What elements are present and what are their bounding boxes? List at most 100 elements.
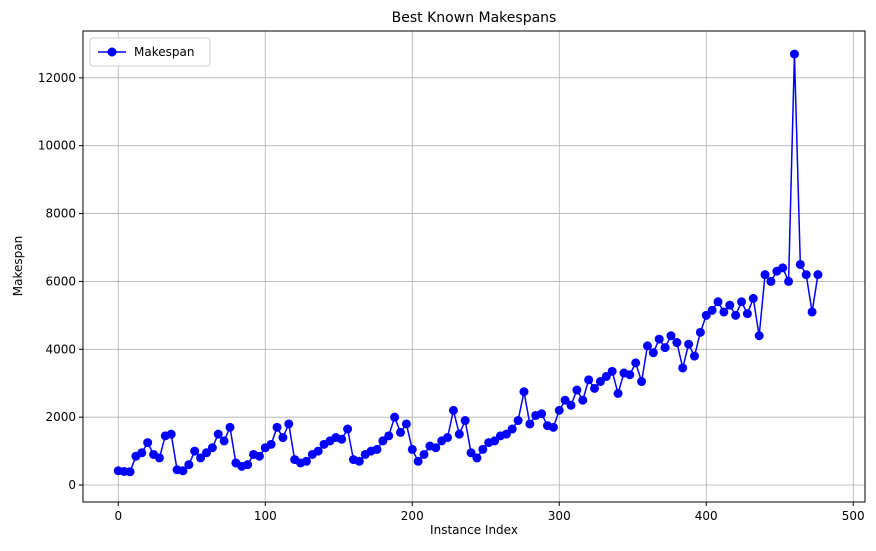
marker <box>766 276 776 286</box>
marker <box>654 334 664 344</box>
marker <box>266 439 276 449</box>
marker <box>419 449 429 459</box>
x-tick-label: 100 <box>254 509 277 523</box>
marker <box>689 351 699 361</box>
marker <box>742 309 752 319</box>
marker <box>125 467 135 477</box>
marker <box>725 300 735 310</box>
marker <box>337 434 347 444</box>
marker <box>607 366 617 376</box>
marker <box>525 419 535 429</box>
marker <box>407 444 417 454</box>
marker <box>707 305 717 315</box>
legend-marker <box>107 47 117 57</box>
marker <box>795 259 805 269</box>
marker <box>566 400 576 410</box>
marker <box>448 405 458 415</box>
marker <box>166 429 176 439</box>
marker <box>184 460 194 470</box>
marker <box>560 395 570 405</box>
marker <box>460 416 470 426</box>
marker <box>143 438 153 448</box>
marker <box>784 276 794 286</box>
marker <box>760 270 770 280</box>
y-tick-label: 6000 <box>45 274 76 288</box>
marker <box>537 409 547 419</box>
marker <box>466 448 476 458</box>
marker <box>443 433 453 443</box>
marker <box>190 446 200 456</box>
marker <box>572 385 582 395</box>
marker <box>501 429 511 439</box>
x-tick-label: 500 <box>842 509 865 523</box>
marker <box>601 371 611 381</box>
x-tick-label: 0 <box>114 509 122 523</box>
marker <box>278 433 288 443</box>
marker <box>401 419 411 429</box>
plot-frame <box>82 30 866 503</box>
line <box>118 54 819 473</box>
marker <box>154 453 164 463</box>
marker <box>254 451 264 461</box>
marker <box>196 453 206 463</box>
y-tick-label: 2000 <box>45 410 76 424</box>
marker <box>413 456 423 466</box>
marker <box>213 429 223 439</box>
marker <box>713 297 723 307</box>
marker <box>431 443 441 453</box>
x-tick-label: 300 <box>548 509 571 523</box>
marker <box>137 448 147 458</box>
marker <box>507 424 517 434</box>
marker <box>678 363 688 373</box>
marker <box>548 422 558 432</box>
marker <box>807 307 817 317</box>
marker <box>219 436 229 446</box>
marker <box>390 412 400 422</box>
marker <box>748 293 758 303</box>
marker <box>313 446 323 456</box>
marker <box>513 416 523 426</box>
marker <box>731 310 741 320</box>
marker <box>631 358 641 368</box>
legend-label: Makespan <box>134 45 194 59</box>
marker <box>613 388 623 398</box>
y-tick-label: 10000 <box>38 139 76 153</box>
marker <box>684 339 694 349</box>
marker <box>672 338 682 348</box>
marker <box>178 466 188 476</box>
x-axis-label: Instance Index <box>430 523 518 537</box>
marker <box>625 370 635 380</box>
marker <box>301 456 311 466</box>
marker <box>284 419 294 429</box>
y-tick-label: 4000 <box>45 342 76 356</box>
x-tick-label: 400 <box>695 509 718 523</box>
marker <box>666 331 676 341</box>
marker <box>637 377 647 387</box>
marker <box>207 443 217 453</box>
legend-box <box>89 37 211 67</box>
marker <box>648 348 658 358</box>
y-axis-label: Makespan <box>11 236 25 296</box>
marker <box>660 343 670 353</box>
marker <box>201 448 211 458</box>
marker <box>225 422 235 432</box>
marker <box>354 456 364 466</box>
marker <box>454 429 464 439</box>
marker <box>778 263 788 273</box>
marker <box>701 310 711 320</box>
marker <box>695 327 705 337</box>
marker <box>272 422 282 432</box>
marker <box>490 436 500 446</box>
chart-title: Best Known Makespans <box>392 10 557 26</box>
y-tick-label: 0 <box>68 478 76 492</box>
marker <box>801 270 811 280</box>
marker <box>737 297 747 307</box>
marker <box>478 444 488 454</box>
marker <box>554 405 564 415</box>
marker <box>719 307 729 317</box>
marker <box>343 424 353 434</box>
marker <box>384 431 394 441</box>
marker <box>813 270 823 280</box>
x-tick-label: 200 <box>401 509 424 523</box>
